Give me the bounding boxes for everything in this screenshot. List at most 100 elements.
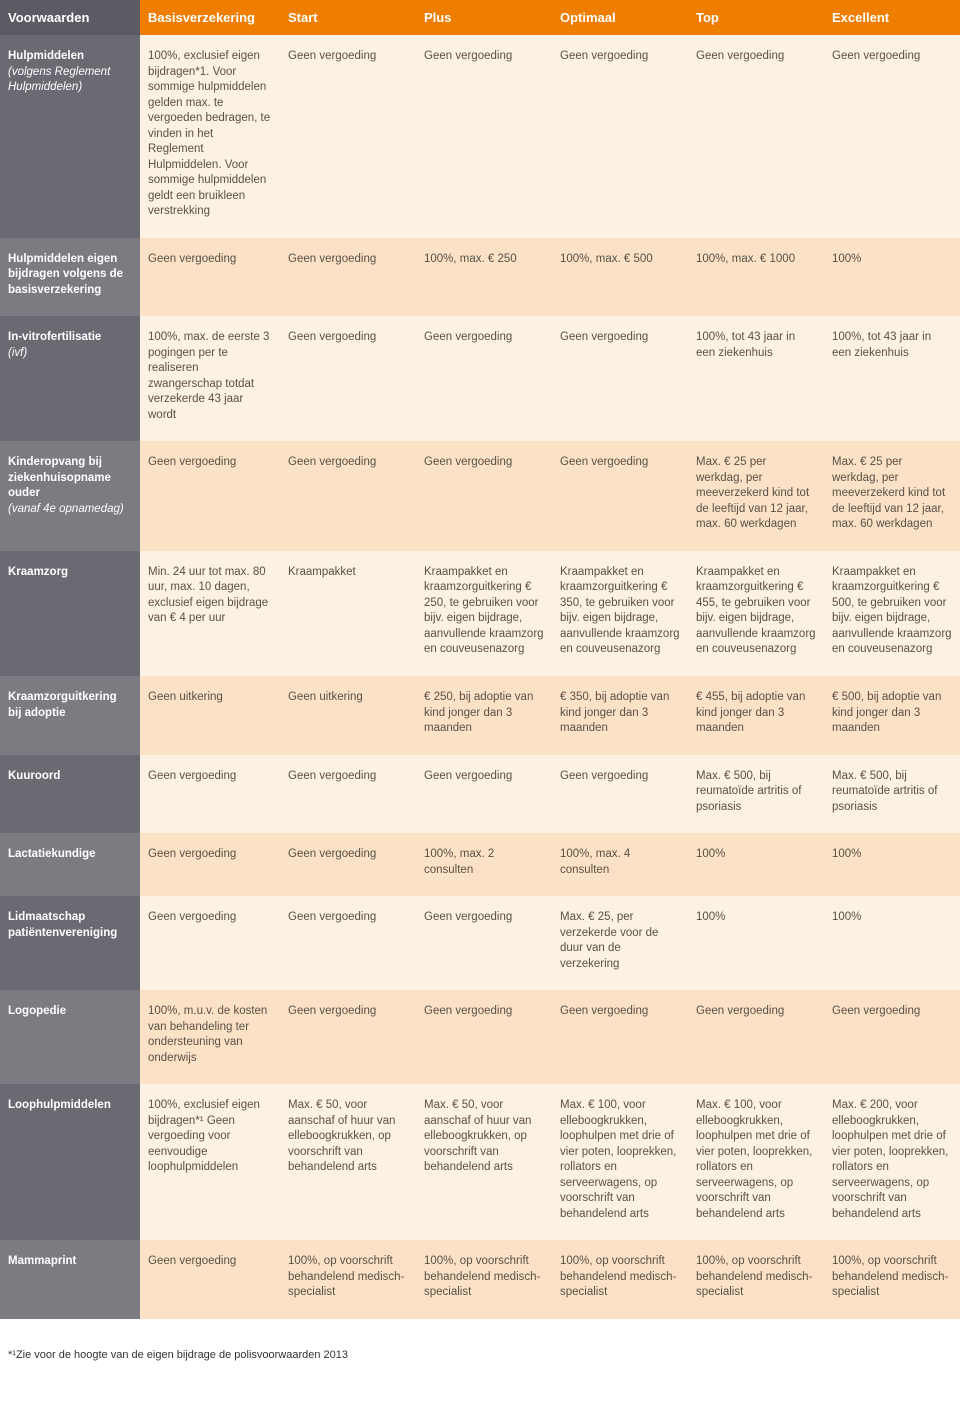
table-cell: 100%, op voorschrift behandelend medisch… bbox=[688, 1240, 824, 1319]
table-cell: Geen vergoeding bbox=[280, 833, 416, 896]
table-cell: Geen vergoeding bbox=[140, 238, 280, 317]
table-cell: Kraampakket en kraamzorguitkering € 250,… bbox=[416, 551, 552, 676]
table-cell: Kraampakket en kraamzorguitkering € 500,… bbox=[824, 551, 960, 676]
table-row: Kraamzorg Min. 24 uur tot max. 80 uur, ma… bbox=[0, 551, 960, 676]
table-cell: 100%, max. € 250 bbox=[416, 238, 552, 317]
col-header: Excellent bbox=[824, 0, 960, 35]
table-cell: Max. € 500, bij reumatoïde artritis of p… bbox=[688, 755, 824, 834]
row-title: Kinderopvang bij ziekenhuisopname ouder bbox=[8, 456, 111, 499]
col-header: Basisverzekering bbox=[140, 0, 280, 35]
table-cell: Geen vergoeding bbox=[280, 238, 416, 317]
table-cell: Geen vergoeding bbox=[688, 990, 824, 1084]
table-cell: Geen vergoeding bbox=[140, 441, 280, 551]
table-cell: Geen vergoeding bbox=[280, 441, 416, 551]
table-cell: 100%, op voorschrift behandelend medisch… bbox=[824, 1240, 960, 1319]
table-row: MammaprintGeen vergoeding100%, op voorsc… bbox=[0, 1240, 960, 1319]
row-title-cell: Mammaprint bbox=[0, 1240, 140, 1319]
table-cell: Geen vergoeding bbox=[140, 833, 280, 896]
table-cell: Kraampakket bbox=[280, 551, 416, 676]
table-cell: 100% bbox=[824, 833, 960, 896]
table-cell: € 500, bij adoptie van kind jonger dan 3… bbox=[824, 676, 960, 755]
table-cell: Max. € 100, voor elleboogkrukken, loophu… bbox=[688, 1084, 824, 1240]
col-header: Optimaal bbox=[552, 0, 688, 35]
table-row: Hulpmiddelen (volgens Reglement Hulpmidde… bbox=[0, 35, 960, 238]
table-row: KuuroordGeen vergoedingGeen vergoedingGe… bbox=[0, 755, 960, 834]
table-cell: Max. € 500, bij reumatoïde artritis of p… bbox=[824, 755, 960, 834]
table-cell: Kraampakket en kraamzorguitkering € 350,… bbox=[552, 551, 688, 676]
row-title: Hulpmiddelen eigen bijdragen volgens de … bbox=[8, 253, 123, 296]
row-title-cell: Lactatiekundige bbox=[0, 833, 140, 896]
table-cell: 100%, exclusief eigen bijdragen*¹ Geen v… bbox=[140, 1084, 280, 1240]
table-cell: Geen vergoeding bbox=[140, 896, 280, 990]
table-cell: Geen vergoeding bbox=[280, 316, 416, 441]
table-cell: 100%, tot 43 jaar in een ziekenhuis bbox=[824, 316, 960, 441]
insurance-coverage-table: Voorwaarden Basisverzekering Start Plus … bbox=[0, 0, 960, 1319]
table-cell: Geen vergoeding bbox=[140, 755, 280, 834]
table-cell: Geen vergoeding bbox=[416, 990, 552, 1084]
table-cell: Geen vergoeding bbox=[280, 755, 416, 834]
table-cell: Max. € 50, voor aanschaf of huur van ell… bbox=[416, 1084, 552, 1240]
table-cell: Geen vergoeding bbox=[552, 316, 688, 441]
table-cell: Geen vergoeding bbox=[416, 316, 552, 441]
table-cell: 100%, max. 4 consulten bbox=[552, 833, 688, 896]
table-cell: 100% bbox=[688, 833, 824, 896]
table-cell: Max. € 25, per verzekerde voor de duur v… bbox=[552, 896, 688, 990]
table-cell: € 250, bij adoptie van kind jonger dan 3… bbox=[416, 676, 552, 755]
row-title-cell: Kuuroord bbox=[0, 755, 140, 834]
row-title: Kraamzorguitkering bij adoptie bbox=[8, 691, 117, 719]
table-row: In-vitrofertilisatie(ivf)100%, max. de e… bbox=[0, 316, 960, 441]
table-cell: Geen vergoeding bbox=[552, 755, 688, 834]
table-header: Voorwaarden Basisverzekering Start Plus … bbox=[0, 0, 960, 35]
table-cell: Geen vergoeding bbox=[552, 35, 688, 238]
table-cell: 100%, op voorschrift behandelend medisch… bbox=[416, 1240, 552, 1319]
table-row: Hulpmiddelen eigen bijdragen volgens de … bbox=[0, 238, 960, 317]
row-title: Lactatiekundige bbox=[8, 848, 96, 860]
table-cell: Max. € 200, voor elleboogkrukken, loophu… bbox=[824, 1084, 960, 1240]
table-cell: 100%, max. € 1000 bbox=[688, 238, 824, 317]
table-cell: 100%, max. 2 consulten bbox=[416, 833, 552, 896]
col-header: Plus bbox=[416, 0, 552, 35]
table-cell: 100%, op voorschrift behandelend medisch… bbox=[552, 1240, 688, 1319]
table-cell: 100%, tot 43 jaar in een ziekenhuis bbox=[688, 316, 824, 441]
row-title: Logopedie bbox=[8, 1005, 66, 1017]
row-title-cell: Loophulpmiddelen bbox=[0, 1084, 140, 1240]
table-cell: Kraampakket en kraamzorguitkering € 455,… bbox=[688, 551, 824, 676]
col-header: Start bbox=[280, 0, 416, 35]
table-cell: 100%, exclusief eigen bijdragen*1. Voor … bbox=[140, 35, 280, 238]
table-row: Loophulpmiddelen 100%, exclusief eigen bi… bbox=[0, 1084, 960, 1240]
table-cell: Max. € 25 per werkdag, per meeverzekerd … bbox=[824, 441, 960, 551]
table-cell: € 350, bij adoptie van kind jonger dan 3… bbox=[552, 676, 688, 755]
table-cell: Geen vergoeding bbox=[552, 441, 688, 551]
table-cell: Geen vergoeding bbox=[416, 35, 552, 238]
table-cell: Geen vergoeding bbox=[688, 35, 824, 238]
table-cell: Geen vergoeding bbox=[416, 896, 552, 990]
col-header: Top bbox=[688, 0, 824, 35]
table-cell: € 455, bij adoptie van kind jonger dan 3… bbox=[688, 676, 824, 755]
row-title-cell: Kraamzorguitkering bij adoptie bbox=[0, 676, 140, 755]
table-cell: Geen vergoeding bbox=[824, 35, 960, 238]
table-cell: Min. 24 uur tot max. 80 uur, max. 10 dag… bbox=[140, 551, 280, 676]
row-title: Mammaprint bbox=[8, 1255, 76, 1267]
row-subtitle: (ivf) bbox=[8, 346, 132, 362]
row-title: Loophulpmiddelen bbox=[8, 1099, 111, 1111]
table-body: Hulpmiddelen (volgens Reglement Hulpmidde… bbox=[0, 35, 960, 1319]
footnote: *¹Zie voor de hoogte van de eigen bijdra… bbox=[0, 1319, 960, 1371]
table-cell: 100% bbox=[688, 896, 824, 990]
row-subtitle: (volgens Reglement Hulpmiddelen) bbox=[8, 65, 132, 96]
row-title-cell: Kraamzorg bbox=[0, 551, 140, 676]
table-cell: 100%, op voorschrift behandelend medisch… bbox=[280, 1240, 416, 1319]
table-cell: Geen vergoeding bbox=[280, 35, 416, 238]
row-title-cell: Lidmaatschap patiëntenvereniging bbox=[0, 896, 140, 990]
table-row: Kraamzorguitkering bij adoptie Geen uitke… bbox=[0, 676, 960, 755]
row-title: In-vitrofertilisatie bbox=[8, 331, 101, 343]
col-header: Voorwaarden bbox=[0, 0, 140, 35]
table-cell: Geen vergoeding bbox=[280, 896, 416, 990]
row-title-cell: Hulpmiddelen eigen bijdragen volgens de … bbox=[0, 238, 140, 317]
table-cell: Geen vergoeding bbox=[416, 441, 552, 551]
table-cell: Max. € 100, voor elleboogkrukken, loophu… bbox=[552, 1084, 688, 1240]
table-row: Lidmaatschap patiëntenverenigingGeen ver… bbox=[0, 896, 960, 990]
row-title: Hulpmiddelen bbox=[8, 50, 84, 62]
table-cell: Geen uitkering bbox=[140, 676, 280, 755]
table-row: Logopedie100%, m.u.v. de kosten van beha… bbox=[0, 990, 960, 1084]
row-title: Kraamzorg bbox=[8, 566, 68, 578]
